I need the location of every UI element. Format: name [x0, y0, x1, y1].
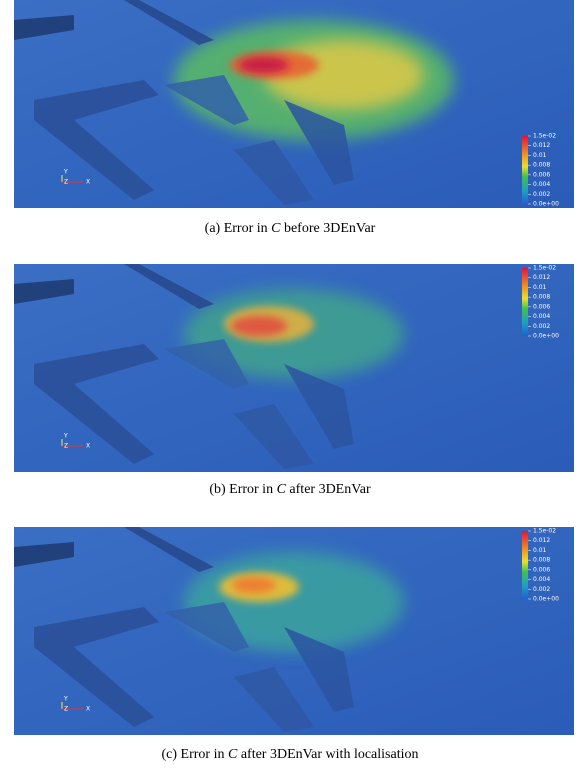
axis-label: Y: [63, 433, 68, 440]
caption: (b) Error in C after 3DEnVar: [209, 482, 371, 497]
caption-text: (c) Error in: [162, 747, 228, 762]
axis-label: Z: [64, 443, 68, 450]
colorbar-label: 1.5e-02: [533, 528, 556, 535]
colorbar-label: 0.012: [533, 142, 550, 149]
colorbar-label: 0.008: [533, 294, 550, 301]
caption: (a) Error in C before 3DEnVar: [205, 221, 376, 236]
colorbar-label: 0.004: [533, 576, 550, 583]
axis-label: X: [86, 179, 90, 186]
error-plume: [232, 577, 276, 593]
colorbar-label: 0.01: [533, 547, 547, 554]
colorbar-label: 0.004: [533, 313, 550, 320]
caption-text: after 3DEnVar with localisation: [237, 747, 418, 762]
axis-label: Z: [64, 706, 68, 713]
colorbar-label: 0.008: [533, 557, 550, 564]
colorbar-label: 0.01: [533, 284, 547, 291]
colorbar-label: 0.002: [533, 191, 550, 198]
colorbar: [522, 268, 528, 336]
axis-label: Y: [63, 169, 68, 176]
caption-text: after 3DEnVar: [286, 482, 371, 497]
axis-label: Y: [63, 696, 68, 703]
caption: (c) Error in C after 3DEnVar with locali…: [162, 747, 419, 762]
axis-label: X: [86, 443, 90, 450]
colorbar-label: 0.0e+00: [533, 333, 559, 340]
figure: 1.5e-02 0.012 0.01 0.008 0.006 0.004 0.002 0.0e…: [0, 0, 581, 771]
colorbar-label: 0.006: [533, 171, 550, 178]
colorbar-label: 0.012: [533, 537, 550, 544]
colorbar-label: 0.012: [533, 274, 550, 281]
error-plume: [239, 57, 289, 73]
caption-text: before 3DEnVar: [280, 221, 375, 236]
colorbar-label: 1.5e-02: [533, 133, 556, 140]
colorbar-label: 0.006: [533, 303, 550, 310]
colorbar-label: 1.5e-02: [533, 265, 556, 272]
caption-text: (b) Error in: [209, 482, 276, 497]
axis-label: X: [86, 706, 90, 713]
colorbar-label: 0.004: [533, 181, 550, 188]
panel: 1.5e-02 0.012 0.01 0.008 0.006 0.004 0.002 0.0e…: [14, 527, 574, 735]
colorbar-label: 0.002: [533, 586, 550, 593]
colorbar-label: 0.006: [533, 566, 550, 573]
error-plume: [231, 316, 287, 336]
panel: 1.5e-02 0.012 0.01 0.008 0.006 0.004 0.002 0.0e…: [14, 264, 574, 472]
caption-text: (a) Error in: [205, 221, 271, 236]
colorbar-label: 0.008: [533, 162, 550, 169]
axis-label: Z: [64, 179, 68, 186]
colorbar-label: 0.0e+00: [533, 596, 559, 603]
colorbar-label: 0.01: [533, 152, 547, 159]
panel: 1.5e-02 0.012 0.01 0.008 0.006 0.004 0.002 0.0e…: [14, 0, 574, 208]
colorbar-label: 0.0e+00: [533, 201, 559, 208]
colorbar: [522, 136, 528, 204]
colorbar-label: 0.002: [533, 323, 550, 330]
colorbar: [522, 531, 528, 599]
